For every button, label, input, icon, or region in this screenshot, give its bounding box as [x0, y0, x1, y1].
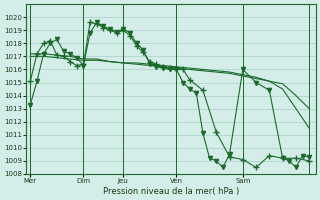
X-axis label: Pression niveau de la mer( hPa ): Pression niveau de la mer( hPa ) — [103, 187, 239, 196]
